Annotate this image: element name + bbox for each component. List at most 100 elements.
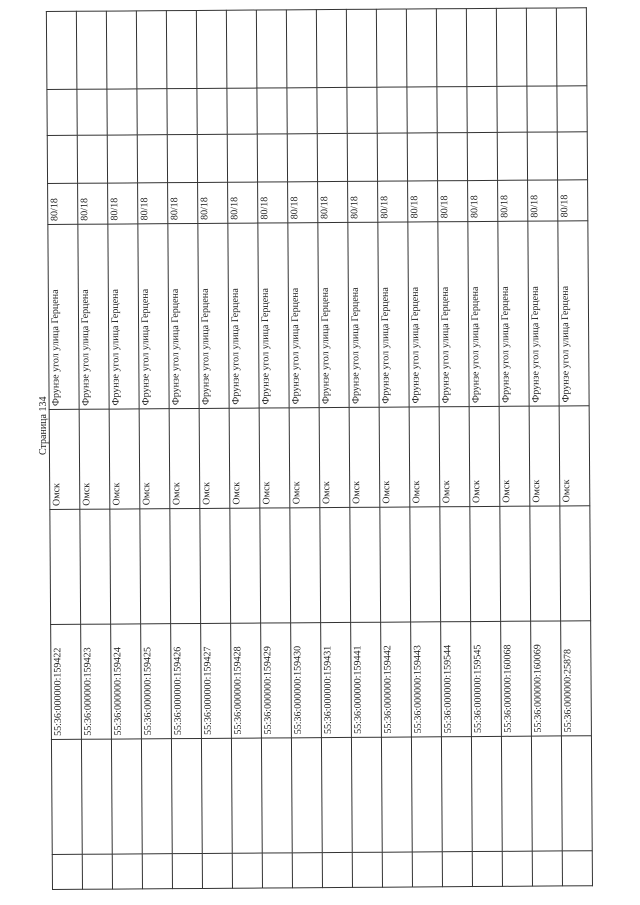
empty-cell [317,133,348,182]
empty-cell [376,87,408,134]
empty-cell [442,851,473,887]
page-number-text: Страница 134 [38,396,49,455]
empty-cell [529,505,561,622]
empty-cell [561,735,593,851]
empty-cell [466,8,497,87]
address-cell: Фрунзе угол улица Герцена [167,223,200,409]
empty-cell [197,134,228,183]
empty-cell [226,10,257,89]
building-number-cell: 80/18 [107,182,138,225]
address-cell: Фрунзе угол улица Герцена [47,224,80,410]
cadastral-number-cell: 55:36:000000:159429 [260,622,292,739]
empty-cell [112,853,143,890]
cadastral-number-cell: 55:36:000000:159545 [470,621,502,737]
empty-cell [52,854,83,890]
empty-cell [321,737,353,853]
empty-cell [202,853,233,889]
empty-cell [171,738,203,854]
building-number-cell: 80/18 [437,180,468,222]
cadastral-number-cell: 55:36:000000:159428 [230,623,262,739]
address-cell: Фрунзе угол улица Герцена [527,220,560,407]
address-cell: Фрунзе угол улица Герцена [287,222,320,408]
city-cell: Омск [229,408,260,509]
empty-cell [559,505,591,621]
cadastral-number-cell: 55:36:000000:159422 [50,624,82,740]
empty-cell [532,850,563,887]
city-cell: Омск [319,407,350,508]
empty-cell [322,852,353,888]
empty-cell [169,508,201,624]
cadastral-number-cell: 55:36:000000:159430 [290,622,322,738]
building-number-cell: 80/18 [497,180,528,222]
empty-cell [346,87,378,134]
building-number-cell: 80/18 [227,182,258,224]
empty-cell [319,507,351,623]
empty-cell [436,86,468,133]
empty-cell [107,134,138,184]
empty-cell [437,132,468,181]
address-cell: Фрунзе угол улица Герцена [377,221,410,408]
empty-cell [316,9,347,88]
cadastral-number-cell: 55:36:000000:159423 [80,624,112,740]
empty-cell [556,85,588,132]
cadastral-number-cell: 55:36:000000:159427 [200,623,232,739]
building-number-cell: 80/18 [77,183,108,225]
building-number-cell: 80/18 [377,181,408,223]
empty-cell [352,852,383,888]
empty-cell [166,10,197,89]
empty-cell [77,135,108,184]
address-cell: Фрунзе угол улица Герцена [317,222,350,408]
building-number-cell: 80/18 [407,180,438,222]
empty-cell [406,86,438,134]
city-cell: Омск [259,407,290,509]
empty-cell [106,10,137,90]
empty-cell [111,738,143,855]
empty-cell [261,737,293,854]
building-number-cell: 80/18 [467,180,498,222]
empty-cell [76,89,108,136]
empty-cell [286,9,317,88]
city-cell: Омск [409,406,440,507]
empty-cell [227,134,258,183]
empty-cell [256,87,288,135]
empty-cell [257,133,288,183]
empty-cell [379,506,411,623]
cadastral-number-cell: 55:36:000000:25878 [560,620,592,736]
address-cell: Фрунзе угол улица Герцена [497,221,530,407]
empty-cell [469,506,501,622]
empty-cell [501,736,533,852]
building-number-cell: 80/18 [167,182,198,224]
cadastral-number-cell: 55:36:000000:159443 [410,621,442,737]
cadastral-number-cell: 55:36:000000:159424 [110,623,142,740]
empty-cell [562,850,593,886]
empty-cell [351,737,383,853]
empty-cell [472,851,503,887]
cadastral-number-cell: 55:36:000000:159544 [440,621,472,737]
empty-cell [82,854,113,890]
empty-cell [316,87,348,134]
empty-cell [139,508,171,624]
empty-cell [226,88,258,135]
empty-cell [526,85,558,133]
empty-cell [76,11,107,90]
empty-cell [136,88,168,135]
empty-cell [196,88,228,135]
empty-cell [46,89,78,136]
empty-cell [289,507,321,623]
empty-cell [201,738,233,854]
empty-cell [557,131,588,180]
address-cell: Фрунзе угол улица Герцена [107,223,140,410]
building-number-cell: 80/18 [287,181,318,223]
empty-cell [409,506,441,622]
empty-cell [531,735,563,852]
city-cell: Омск [109,408,140,510]
empty-cell [79,509,111,625]
city-cell: Омск [289,407,320,508]
empty-cell [196,10,227,89]
empty-cell [172,853,203,889]
empty-cell [286,87,318,134]
city-cell: Омск [139,408,170,509]
city-cell: Омск [439,406,470,507]
empty-cell [137,134,168,183]
address-cell: Фрунзе угол улица Герцена [347,222,380,408]
